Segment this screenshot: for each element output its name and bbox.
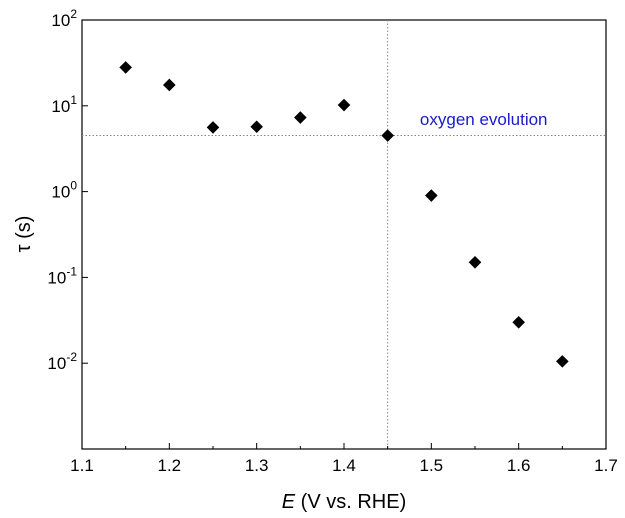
data-point-marker [381, 129, 394, 142]
plot-area-frame [81, 19, 607, 450]
x-tick-label: 1.1 [70, 456, 94, 475]
data-point-marker [119, 61, 132, 74]
y-tick-label: 102 [51, 7, 77, 30]
y-tick-exponent: 0 [70, 179, 77, 193]
data-point-marker [468, 255, 482, 269]
reference-lines [82, 20, 606, 449]
data-point-marker [425, 189, 438, 202]
y-tick-exponent: -2 [66, 350, 77, 364]
data-point-marker [556, 355, 569, 368]
y-axis-title: τ (s) [13, 216, 35, 253]
x-axis-title-symbol: E [282, 491, 296, 513]
y-tick-exponent: -1 [66, 264, 77, 278]
x-axis-title: E (V vs. RHE) [282, 491, 406, 513]
x-axis-title-rest: (V vs. RHE) [295, 491, 406, 513]
annotation-oxygen-evolution: oxygen evolution [420, 110, 548, 129]
y-tick-label: 101 [51, 93, 77, 116]
y-tick-base: 10 [51, 11, 70, 30]
x-tick-label: 1.2 [158, 456, 182, 475]
y-tick-exponent: 1 [70, 93, 77, 107]
data-point-marker [206, 121, 220, 134]
y-tick-label: 10-1 [47, 264, 77, 287]
y-tick-base: 10 [47, 354, 66, 373]
x-tick-label: 1.3 [245, 456, 269, 475]
data-point-marker [250, 120, 263, 134]
x-tick-label: 1.6 [507, 456, 531, 475]
data-point-marker [163, 78, 176, 92]
data-point-marker [337, 98, 351, 112]
x-tick-label: 1.4 [332, 456, 356, 475]
y-tick-label: 10-2 [47, 350, 77, 373]
data-markers [119, 61, 569, 368]
y-tick-base: 10 [51, 97, 70, 116]
data-point-marker [512, 315, 525, 329]
x-tick-label: 1.5 [420, 456, 444, 475]
x-tick-label: 1.7 [594, 456, 618, 475]
y-tick-label: 100 [51, 179, 77, 202]
y-tick-base: 10 [47, 268, 66, 287]
y-tick-exponent: 2 [70, 7, 77, 21]
y-tick-base: 10 [51, 183, 70, 202]
data-point-marker [294, 111, 307, 124]
